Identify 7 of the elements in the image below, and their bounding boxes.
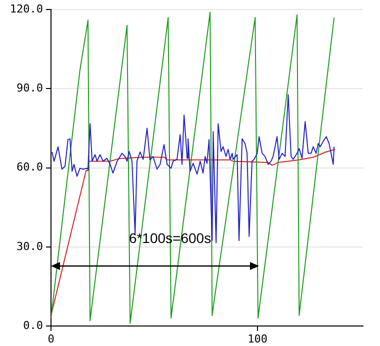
y-tick-label: 0.0 [23,318,43,332]
y-tick-label: 120.0 [10,2,43,16]
y-tick-label: 60.0 [16,160,43,174]
y-tick-label: 30.0 [16,240,43,253]
y-tick-label: 90.0 [16,82,43,95]
x-tick-label: 100 [248,332,268,346]
x-tick-label: 0 [48,332,54,346]
